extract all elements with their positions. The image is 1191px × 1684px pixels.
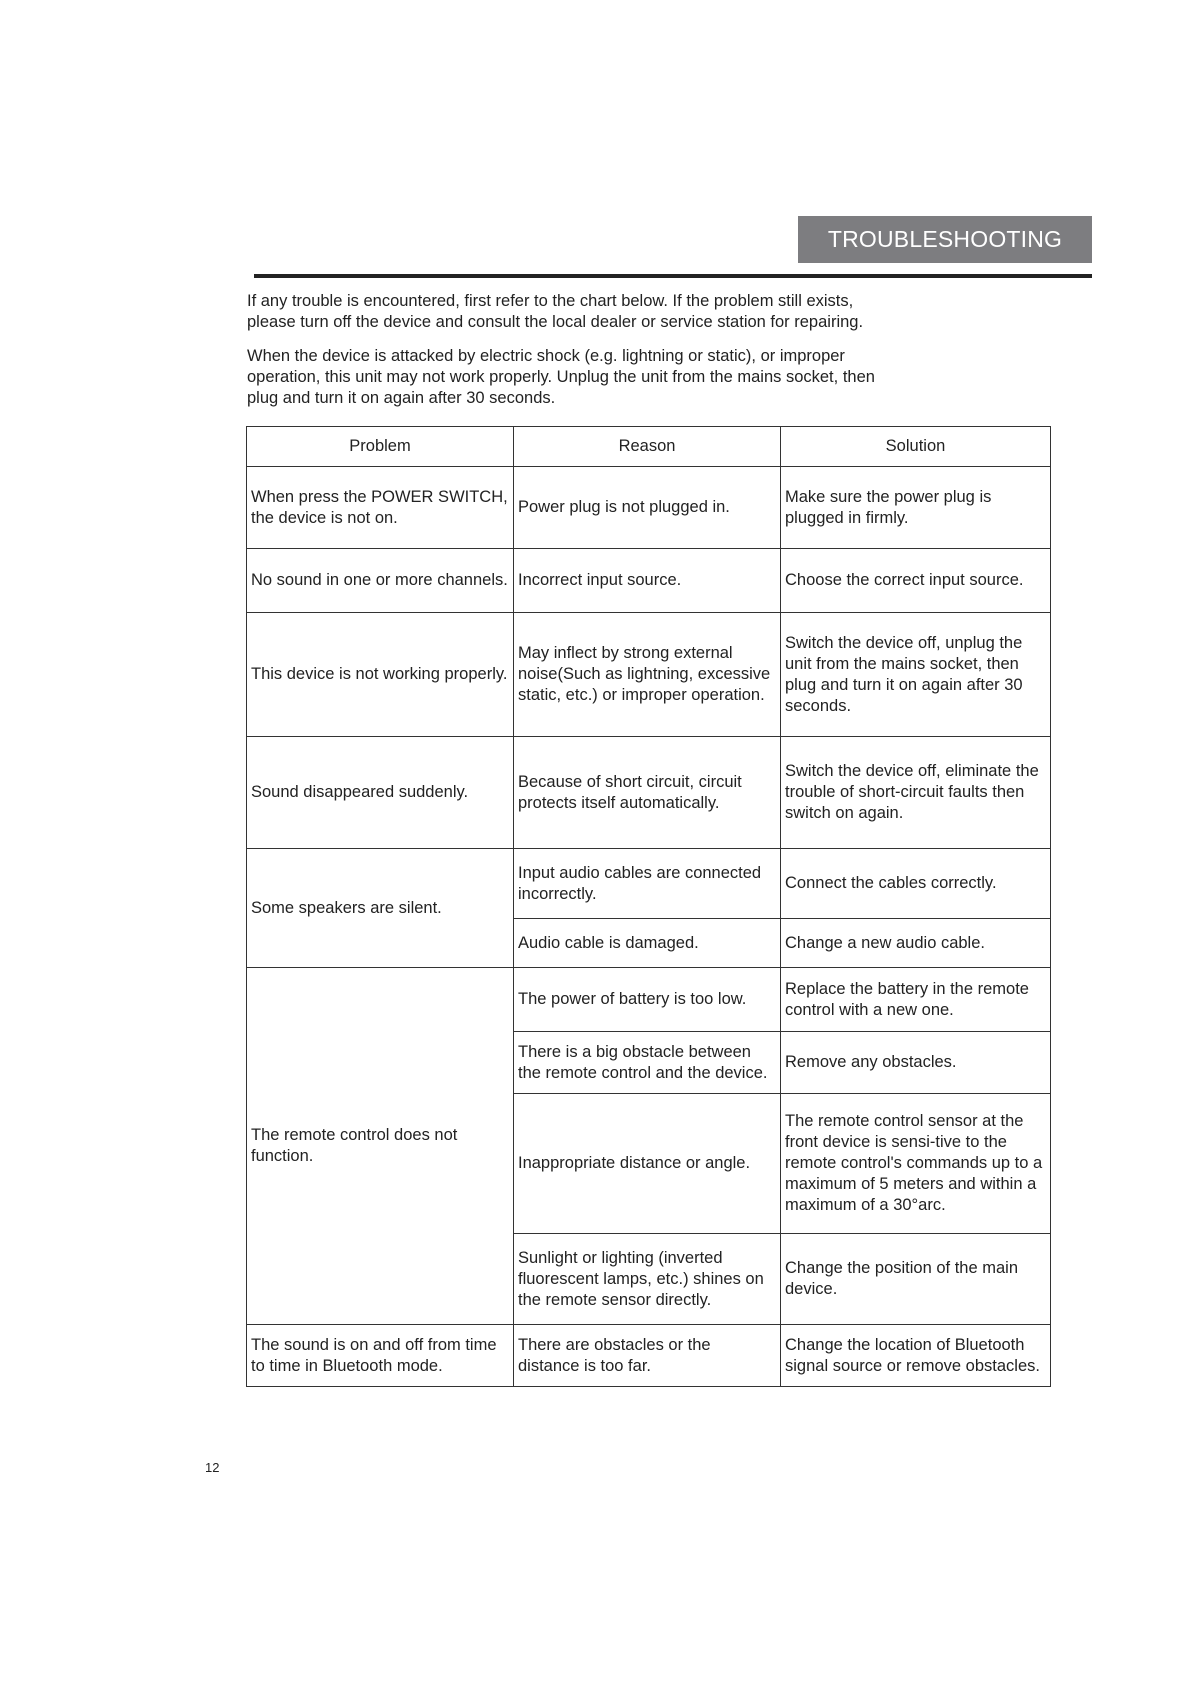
table-header-row: Problem Reason Solution (246, 426, 1051, 467)
solution-cell: Remove any obstacles. (780, 1031, 1051, 1094)
solution-cell: The remote control sensor at the front d… (780, 1093, 1051, 1234)
reason-cell: Input audio cables are connected incorre… (513, 848, 781, 919)
table-row: Sunlight or lighting (inverted fluoresce… (247, 1233, 1051, 1325)
reason-cell: Power plug is not plugged in. (513, 466, 781, 549)
intro-paragraph-1: If any trouble is encountered, first ref… (247, 291, 863, 333)
text-line: operation, this unit may not work proper… (247, 368, 875, 386)
header-rule (254, 274, 1092, 278)
reason-cell: There are obstacles or the distance is t… (513, 1324, 781, 1387)
text-line: When the device is attacked by electric … (247, 347, 845, 365)
column-header-reason: Reason (513, 426, 781, 467)
solution-cell: Switch the device off, eliminate the tro… (780, 736, 1051, 849)
text-line: please turn off the device and consult t… (247, 313, 864, 331)
text-line: plug and turn it on again after 30 secon… (247, 389, 556, 407)
page-number: 12 (205, 1460, 220, 1475)
reason-cell: Incorrect input source. (513, 548, 781, 613)
intro-paragraph-2: When the device is attacked by electric … (247, 346, 875, 409)
solution-cell: Change a new audio cable. (780, 918, 1051, 968)
reason-cell: The power of battery is too low. (513, 967, 781, 1032)
text-line: If any trouble is encountered, first ref… (247, 292, 854, 310)
solution-cell: Make sure the power plug is plugged in f… (780, 466, 1051, 549)
table-row: Some speakers are silent. Input audio ca… (246, 848, 1051, 968)
reason-cell: Because of short circuit, circuit protec… (513, 736, 781, 849)
problem-cell: The sound is on and off from time to tim… (246, 1324, 514, 1387)
reason-cell: Audio cable is damaged. (513, 918, 781, 968)
problem-cell: No sound in one or more channels. (246, 548, 514, 613)
column-header-problem: Problem (246, 426, 514, 467)
problem-cell: When press the POWER SWITCH, the device … (246, 466, 514, 549)
problem-cell: The remote control does not function. (246, 967, 514, 1325)
table-row: No sound in one or more channels. Incorr… (246, 548, 1051, 613)
reason-cell: Sunlight or lighting (inverted fluoresce… (513, 1233, 781, 1325)
solution-cell: Replace the battery in the remote contro… (780, 967, 1051, 1032)
problem-cell: This device is not working properly. (246, 612, 514, 737)
section-title: TROUBLESHOOTING (798, 216, 1092, 263)
table-row: Audio cable is damaged. Change a new aud… (247, 918, 1051, 968)
reason-cell: May inflect by strong external noise(Suc… (513, 612, 781, 737)
table-row: Sound disappeared suddenly. Because of s… (246, 736, 1051, 849)
problem-cell: Some speakers are silent. (246, 848, 514, 968)
reason-cell: Inappropriate distance or angle. (513, 1093, 781, 1234)
table-row: The sound is on and off from time to tim… (246, 1324, 1051, 1387)
solution-cell: Connect the cables correctly. (780, 848, 1051, 919)
solution-cell: Change the position of the main device. (780, 1233, 1051, 1325)
solution-cell: Change the location of Bluetooth signal … (780, 1324, 1051, 1387)
table-row: When press the POWER SWITCH, the device … (246, 466, 1051, 549)
problem-cell: Sound disappeared suddenly. (246, 736, 514, 849)
table-row: There is a big obstacle between the remo… (247, 1031, 1051, 1094)
solution-cell: Switch the device off, unplug the unit f… (780, 612, 1051, 737)
table-row: This device is not working properly. May… (246, 612, 1051, 737)
solution-cell: Choose the correct input source. (780, 548, 1051, 613)
column-header-solution: Solution (780, 426, 1051, 467)
troubleshooting-table: Problem Reason Solution When press the P… (246, 426, 1051, 1387)
reason-cell: There is a big obstacle between the remo… (513, 1031, 781, 1094)
table-row: The remote control does not function. Th… (246, 967, 1051, 1325)
table-row: Inappropriate distance or angle. The rem… (247, 1093, 1051, 1234)
